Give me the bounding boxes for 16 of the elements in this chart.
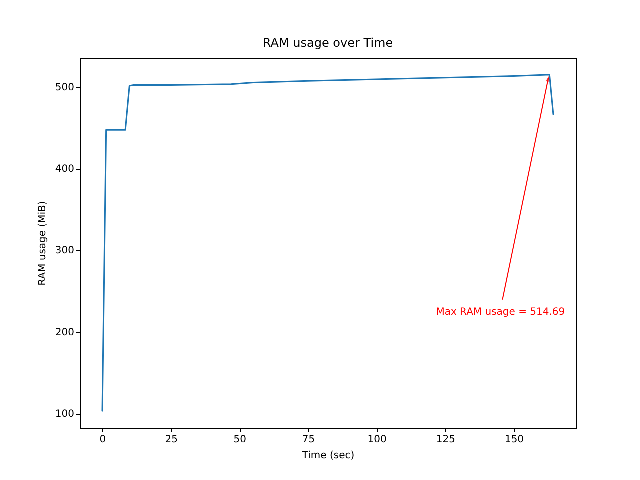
x-tick-label: 100: [368, 434, 387, 446]
x-axis-title: Time (sec): [301, 450, 355, 462]
x-tick-label: 50: [234, 434, 247, 446]
annotation: Max RAM usage = 514.69: [436, 306, 566, 318]
y-tick-label: 100: [55, 409, 74, 420]
x-tick-label: 0: [100, 434, 106, 446]
y-tick-label: 200: [55, 327, 74, 338]
x-tick-label: 125: [436, 434, 456, 446]
y-tick-label: 400: [55, 164, 74, 176]
x-tick-label: 25: [165, 434, 178, 446]
chart-title: RAM usage over Time: [262, 36, 394, 50]
y-tick-label: 300: [55, 246, 74, 257]
x-tick-label: 150: [504, 434, 524, 446]
y-axis-title: RAM usage (MiB): [37, 201, 48, 286]
x-tick-label: 75: [302, 434, 316, 446]
y-tick-label: 500: [55, 82, 74, 94]
